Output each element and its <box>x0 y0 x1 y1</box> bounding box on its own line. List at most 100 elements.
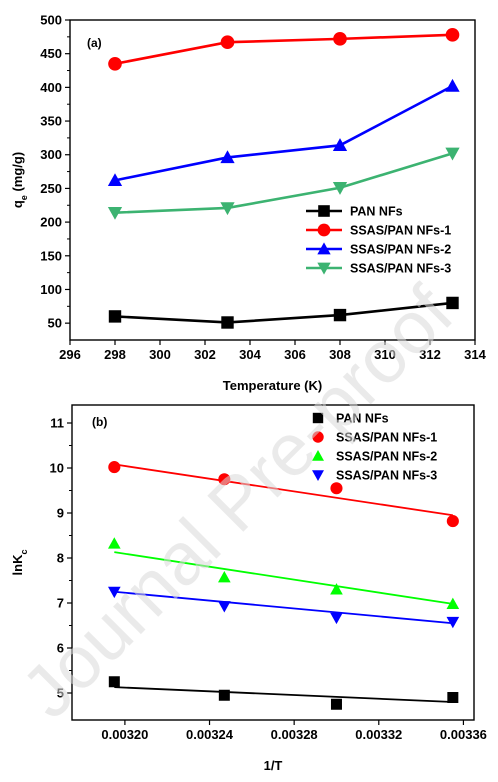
x-tick-label-b: 0.00324 <box>186 727 234 742</box>
y-tick-label-b: 8 <box>57 551 64 566</box>
data-point-ssas-pan-nfs-2 <box>218 571 231 583</box>
x-tick-label-a: 302 <box>194 347 216 362</box>
series-line-ssas-pan-nfs-3 <box>114 152 453 214</box>
y-tick-label-a: 50 <box>48 316 62 331</box>
y-tick-label-b: 7 <box>57 596 64 611</box>
legend-marker-ssas-pan-nfs-1 <box>317 223 331 237</box>
data-point-ssas-pan-nfs-3 <box>107 206 123 220</box>
x-tick-label-b: 0.00336 <box>440 727 487 742</box>
y-tick-label-a: 200 <box>40 215 62 230</box>
data-point-pan-nfs <box>108 676 120 688</box>
y-tick-label-b: 11 <box>50 416 64 431</box>
data-point-pan-nfs <box>108 310 122 323</box>
y-tick-label-b: 9 <box>57 506 64 521</box>
x-axis-title-b: 1/T <box>264 758 283 773</box>
panel-label-b: (b) <box>92 415 107 429</box>
fit-line-ssas-pan-nfs-3 <box>114 590 453 625</box>
y-axis-title-main-b: lnK <box>10 554 25 576</box>
data-point-ssas-pan-nfs-1 <box>220 35 235 50</box>
data-point-ssas-pan-nfs-2 <box>332 138 348 152</box>
data-point-ssas-pan-nfs-1 <box>108 56 122 71</box>
data-point-pan-nfs <box>218 689 230 701</box>
data-point-ssas-pan-nfs-3 <box>332 182 348 195</box>
y-tick-label-b: 5 <box>57 686 64 701</box>
y-tick-label-a: 300 <box>40 147 62 162</box>
chart-panel-b: 0.00320 0.00324 0.00328 0.00332 0.00336 5 6 7 8 9… <box>10 404 487 773</box>
data-point-pan-nfs <box>330 698 342 710</box>
x-tick-label-a: 298 <box>104 347 126 362</box>
x-tick-label-a: 310 <box>374 347 396 362</box>
y-tick-label-a: 350 <box>40 114 62 129</box>
data-point-ssas-pan-nfs-2 <box>220 150 235 164</box>
data-point-ssas-pan-nfs-1 <box>446 515 459 528</box>
legend-marker-ssas-pan-nfs-2 <box>312 450 324 461</box>
y-tick-label-a: 150 <box>40 248 62 263</box>
legend-label-ssas-pan-nfs-1: SSAS/PAN NFs-1 <box>336 431 437 445</box>
y-axis-title-rest-a: (mg/g) <box>10 152 25 195</box>
data-point-ssas-pan-nfs-2 <box>330 583 343 595</box>
series-line-ssas-pan-nfs-2 <box>114 84 454 182</box>
data-point-ssas-pan-nfs-3 <box>107 586 121 599</box>
legend-label-ssas-pan-nfs-2: SSAS/PAN NFs-2 <box>350 243 451 257</box>
y-tick-label-b: 10 <box>50 461 64 476</box>
legend-label-ssas-pan-nfs-1: SSAS/PAN NFs-1 <box>350 224 451 238</box>
x-tick-label-a: 306 <box>284 347 306 362</box>
x-tick-label-b: 0.00320 <box>101 727 148 742</box>
data-point-ssas-pan-nfs-2 <box>107 537 121 549</box>
legend-marker-pan-nfs <box>318 205 330 217</box>
y-axis-title-main-a: q <box>10 200 25 208</box>
data-point-ssas-pan-nfs-2 <box>107 173 123 187</box>
data-point-ssas-pan-nfs-1 <box>445 28 460 42</box>
legend-marker-ssas-pan-nfs-1 <box>312 431 324 443</box>
x-tick-label-a: 312 <box>419 347 441 362</box>
data-point-ssas-pan-nfs-1 <box>333 32 347 46</box>
legend-label-pan-nfs: PAN NFs <box>350 205 403 219</box>
plot-frame-b <box>71 404 475 721</box>
x-tick-label-a: 314 <box>464 347 486 362</box>
y-tick-label-a: 250 <box>40 181 62 196</box>
data-point-ssas-pan-nfs-1 <box>218 473 231 486</box>
panel-label-a: (a) <box>87 36 102 50</box>
data-point-ssas-pan-nfs-3 <box>330 612 343 625</box>
data-point-pan-nfs <box>446 296 459 310</box>
y-tick-label-a: 500 <box>40 13 62 28</box>
y-axis-title-a: qe (mg/g) <box>10 152 29 208</box>
data-point-ssas-pan-nfs-3 <box>220 202 235 216</box>
x-axis-title-a: Temperature (K) <box>223 378 322 393</box>
chart-panel-a: 296 298 300 302 304 306 308 310 312 314 50 100 150 20… <box>10 13 487 394</box>
legend-label-ssas-pan-nfs-3: SSAS/PAN NFs-3 <box>350 262 451 276</box>
x-tick-label-a: 296 <box>59 347 81 362</box>
legend-marker-ssas-pan-nfs-3 <box>317 262 331 275</box>
y-tick-label-b: 6 <box>57 641 64 656</box>
legend-marker-ssas-pan-nfs-3 <box>312 470 324 481</box>
data-point-ssas-pan-nfs-2 <box>446 597 460 609</box>
y-axis-title-sub-a: e <box>19 195 29 200</box>
legend-label-ssas-pan-nfs-3: SSAS/PAN NFs-3 <box>336 469 437 483</box>
legend-marker-ssas-pan-nfs-2 <box>317 242 331 255</box>
x-tick-label-b: 0.00328 <box>271 727 318 742</box>
data-point-ssas-pan-nfs-3 <box>218 601 231 613</box>
data-point-pan-nfs <box>221 316 234 329</box>
fit-line-ssas-pan-nfs-1 <box>114 463 453 517</box>
data-point-pan-nfs <box>447 692 459 703</box>
data-point-pan-nfs <box>333 308 347 322</box>
x-tick-label-a: 300 <box>149 347 171 362</box>
legend-marker-pan-nfs <box>312 412 324 424</box>
data-point-ssas-pan-nfs-2 <box>445 78 460 92</box>
legend-label-ssas-pan-nfs-2: SSAS/PAN NFs-2 <box>336 450 437 464</box>
y-tick-label-a: 100 <box>40 282 62 297</box>
y-axis-title-b: lnKc <box>10 550 29 576</box>
y-tick-label-a: 450 <box>40 46 62 61</box>
y-tick-label-a: 400 <box>40 80 62 95</box>
y-axis-title-sub-b: c <box>19 550 29 555</box>
data-point-ssas-pan-nfs-1 <box>330 482 343 495</box>
series-line-ssas-pan-nfs-1 <box>114 33 453 66</box>
x-tick-label-b: 0.00332 <box>355 727 402 742</box>
legend-label-pan-nfs: PAN NFs <box>336 412 389 426</box>
fit-line-pan-nfs <box>114 686 453 703</box>
fit-line-ssas-pan-nfs-2 <box>114 551 453 605</box>
x-tick-label-a: 304 <box>239 347 261 362</box>
data-point-ssas-pan-nfs-1 <box>108 461 121 474</box>
plot-frame-a <box>69 19 476 341</box>
